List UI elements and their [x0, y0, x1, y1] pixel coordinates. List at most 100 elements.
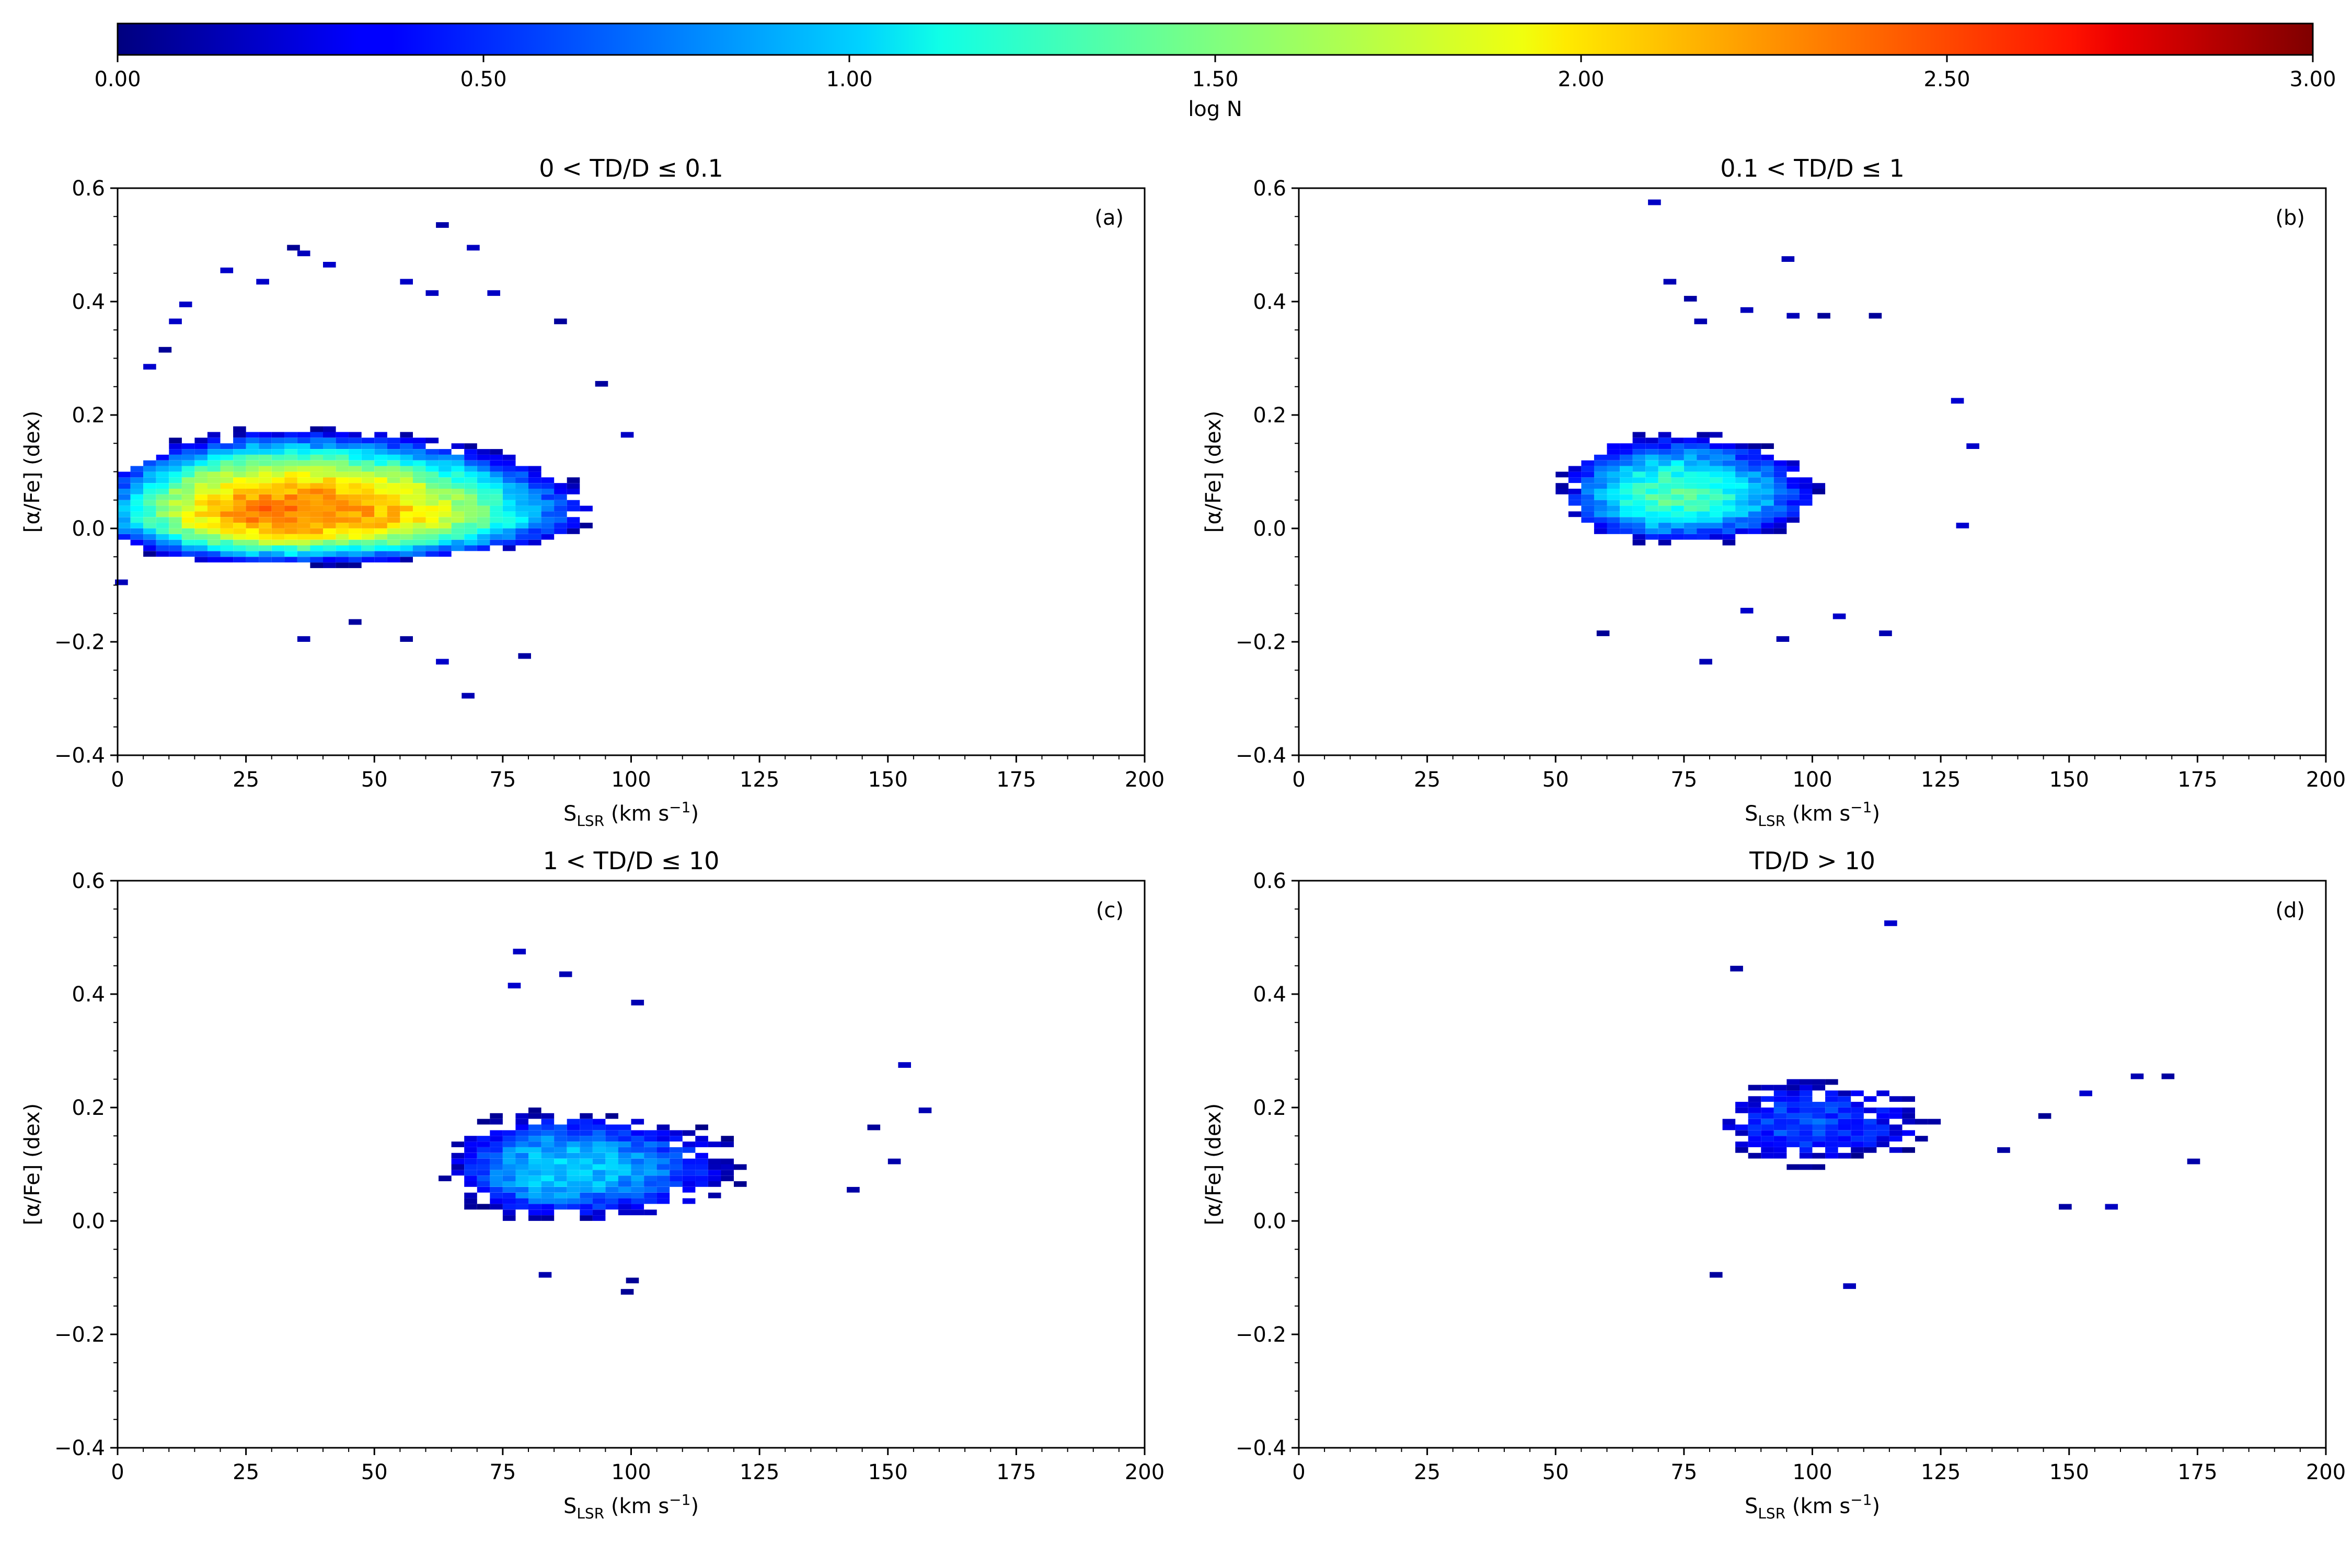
- heatmap-bin: [1632, 443, 1646, 449]
- heatmap-bin: [708, 1192, 721, 1198]
- heatmap-bin: [181, 500, 195, 506]
- heatmap-bin: [1620, 517, 1633, 523]
- heatmap-bin: [1632, 466, 1646, 472]
- heatmap-bin: [1645, 443, 1658, 449]
- x-tick-label: 50: [361, 1460, 388, 1484]
- heatmap-bin: [605, 1147, 618, 1153]
- heatmap-bin: [284, 494, 297, 500]
- heatmap-bin: [169, 454, 182, 460]
- heatmap-bin: [1735, 528, 1748, 534]
- heatmap-bin: [490, 1170, 503, 1176]
- heatmap-bin: [336, 534, 349, 540]
- heatmap-bin: [1781, 256, 1795, 262]
- heatmap-bin: [477, 460, 490, 466]
- heatmap-bin: [1773, 471, 1787, 478]
- heatmap-bin: [567, 483, 580, 489]
- heatmap-bin: [130, 471, 144, 478]
- heatmap-bin: [477, 1136, 490, 1142]
- heatmap-bin: [143, 534, 156, 540]
- heatmap-bin: [541, 477, 555, 483]
- heatmap-bin: [412, 534, 426, 540]
- panel-a: 0 25 50 75 100 125 150 175 200−0.4−0.20.00.20.40…: [20, 154, 1165, 829]
- heatmap-bin: [1581, 494, 1594, 500]
- heatmap-bin: [528, 471, 541, 478]
- heatmap-bin: [259, 477, 272, 483]
- heatmap-bin: [1773, 1108, 1787, 1113]
- heatmap-bin: [515, 1192, 528, 1198]
- heatmap-bin: [1799, 1142, 1813, 1147]
- heatmap-bin: [1863, 1130, 1877, 1136]
- heatmap-bin: [220, 551, 234, 557]
- heatmap-bin: [592, 1130, 606, 1136]
- heatmap-bin: [1658, 511, 1671, 517]
- heatmap-bin: [631, 1198, 644, 1204]
- y-tick-label: −0.2: [54, 1323, 105, 1347]
- heatmap-bin: [567, 1204, 580, 1210]
- heatmap-bin: [1658, 539, 1671, 546]
- heatmap-bin: [502, 1152, 516, 1159]
- heatmap-bin: [207, 449, 221, 455]
- heatmap-bin: [605, 1198, 618, 1204]
- heatmap-bin: [1761, 489, 1774, 494]
- heatmap-bin: [207, 511, 221, 517]
- heatmap-bin: [1581, 511, 1594, 517]
- heatmap-bin: [310, 500, 323, 506]
- heatmap-bin: [1786, 511, 1800, 517]
- heatmap-bin: [387, 466, 400, 472]
- heatmap-bin: [1902, 1108, 1915, 1113]
- colorbar-tick-label: 1.50: [1192, 67, 1238, 91]
- heatmap-bin: [349, 517, 362, 523]
- heatmap-bin: [1735, 1124, 1748, 1131]
- heatmap-bin: [259, 505, 272, 512]
- heatmap-bin: [631, 1130, 644, 1136]
- heatmap-bin: [259, 539, 272, 546]
- heatmap-bin: [361, 437, 375, 444]
- heatmap-bin: [156, 454, 169, 460]
- heatmap-bin: [1607, 466, 1620, 472]
- heatmap-bin: [310, 528, 323, 534]
- heatmap-bin: [490, 483, 503, 489]
- heatmap-bin: [130, 477, 144, 483]
- heatmap-bin: [528, 1124, 541, 1131]
- heatmap-bin: [374, 489, 387, 494]
- heatmap-bin: [1710, 505, 1723, 512]
- heatmap-bin: [259, 483, 272, 489]
- heatmap-bin: [515, 528, 528, 534]
- heatmap-bin: [1722, 1124, 1736, 1131]
- panel-label: (a): [1094, 206, 1124, 230]
- heatmap-bin: [310, 494, 323, 500]
- heatmap-bin: [1773, 1119, 1787, 1125]
- heatmap-bin: [1876, 1124, 1889, 1131]
- heatmap-bin: [181, 534, 195, 540]
- heatmap-bin: [1671, 477, 1684, 483]
- heatmap-bin: [1773, 477, 1787, 483]
- heatmap-bin: [515, 1204, 528, 1210]
- heatmap-bin: [618, 1186, 631, 1193]
- heatmap-bin: [1773, 1130, 1787, 1136]
- heatmap-bin: [1620, 449, 1633, 455]
- heatmap-bin: [374, 432, 387, 438]
- heatmap-bin: [1671, 460, 1684, 466]
- heatmap-bin: [336, 523, 349, 528]
- heatmap-bin: [1786, 1164, 1800, 1170]
- heatmap-bin: [1632, 517, 1646, 523]
- heatmap-bin: [1735, 511, 1748, 517]
- heatmap-bin: [361, 466, 375, 472]
- y-tick-label: 0.6: [72, 177, 105, 201]
- heatmap-bin: [323, 460, 336, 466]
- heatmap-bin: [233, 454, 246, 460]
- x-tick-label: 75: [489, 1460, 516, 1484]
- heatmap-bin: [361, 545, 375, 551]
- heatmap-bin: [387, 534, 400, 540]
- heatmap-bin: [1648, 199, 1661, 205]
- heatmap-bin: [400, 511, 413, 517]
- heatmap-bin: [515, 471, 528, 478]
- heatmap-bin: [554, 494, 567, 500]
- heatmap-bin: [412, 500, 426, 506]
- axes-frame: [1298, 187, 2327, 756]
- heatmap-bin: [246, 505, 259, 512]
- heatmap-bin: [169, 477, 182, 483]
- heatmap-bin: [528, 523, 541, 528]
- heatmap-bin: [336, 557, 349, 563]
- heatmap-bin: [541, 1147, 555, 1153]
